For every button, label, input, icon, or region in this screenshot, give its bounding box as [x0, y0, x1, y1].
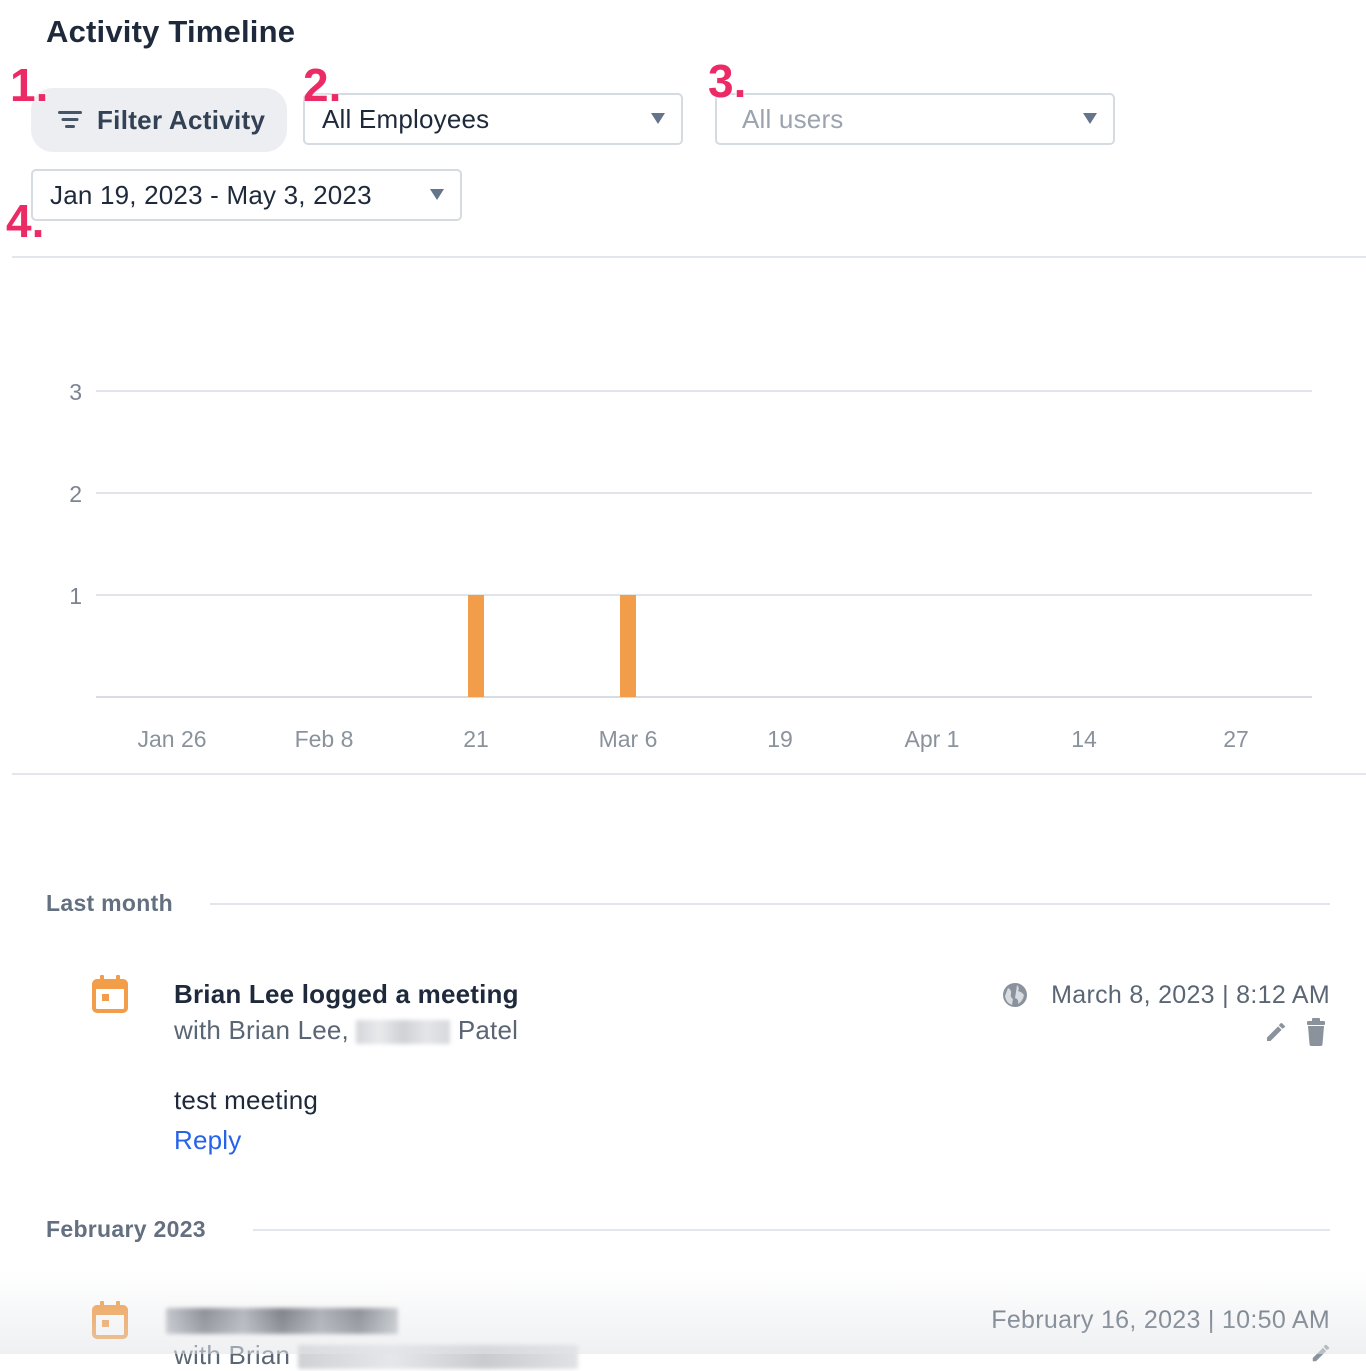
step-marker-2: 2. [303, 59, 342, 111]
x-tick-label: Feb 8 [295, 726, 354, 752]
x-tick-label: 21 [463, 726, 489, 752]
users-select[interactable]: All users [715, 93, 1115, 145]
globe-icon [1003, 983, 1027, 1007]
group-label-february-2023: February 2023 [46, 1216, 206, 1242]
x-tick-label: 19 [767, 726, 793, 752]
group-label-last-month: Last month [46, 890, 173, 916]
group-divider [210, 903, 1330, 905]
activity-timestamp: March 8, 2023 | 8:12 AM [1051, 981, 1330, 1009]
y-tick-label: 2 [69, 481, 82, 507]
attendees-prefix: with Brian [174, 1340, 291, 1370]
chevron-down-icon [430, 189, 444, 200]
reply-link[interactable]: Reply [174, 1125, 242, 1155]
chart-bar [468, 595, 484, 697]
employees-select-value: All Employees [322, 103, 490, 134]
edit-icon[interactable] [1264, 1020, 1288, 1044]
chevron-down-icon [1083, 113, 1097, 124]
filter-activity-label: Filter Activity [97, 104, 266, 135]
chart-bar [620, 595, 636, 697]
filter-icon [57, 109, 83, 131]
x-tick-label: 27 [1223, 726, 1249, 752]
x-tick-label: Mar 6 [599, 726, 658, 752]
calendar-icon [92, 1301, 128, 1339]
redacted-name [356, 1020, 451, 1045]
x-tick-label: Jan 26 [137, 726, 206, 752]
activity-title[interactable]: Brian Lee logged a meeting [174, 979, 519, 1009]
redacted-activity-title [166, 1308, 398, 1334]
activity-timestamp: February 16, 2023 | 10:50 AM [991, 1306, 1330, 1334]
attendees-suffix: Patel [457, 1015, 519, 1045]
trash-icon[interactable] [1304, 1018, 1328, 1046]
step-marker-1: 1. [10, 59, 49, 111]
attendees-prefix: with Brian Lee, [174, 1015, 349, 1045]
step-marker-4: 4. [6, 195, 45, 247]
calendar-icon [92, 975, 128, 1013]
x-tick-label: Apr 1 [905, 726, 960, 752]
page-title: Activity Timeline [46, 14, 296, 49]
chevron-down-icon [651, 113, 665, 124]
employees-select[interactable]: All Employees [303, 93, 683, 145]
edit-icon[interactable] [1310, 1342, 1332, 1364]
step-marker-3: 3. [708, 55, 747, 107]
chart-bottom-divider [12, 773, 1366, 775]
chart-top-divider [12, 256, 1366, 258]
activity-chart: 1 2 3 Jan 26 Feb 8 21 Mar 6 19 Apr 1 14 27 [69, 379, 1312, 752]
x-tick-label: 14 [1071, 726, 1097, 752]
redacted-name [297, 1345, 578, 1370]
date-range-select[interactable]: Jan 19, 2023 - May 3, 2023 [31, 169, 462, 221]
filter-activity-button[interactable]: Filter Activity [31, 88, 287, 152]
users-select-placeholder: All users [742, 103, 844, 134]
date-range-value: Jan 19, 2023 - May 3, 2023 [50, 179, 372, 210]
activity-body: test meeting [174, 1085, 319, 1115]
activity-attendees: with Brian [174, 1340, 578, 1371]
group-divider [253, 1229, 1330, 1231]
y-tick-label: 1 [69, 583, 82, 609]
activity-attendees: with Brian Lee, Patel [174, 1015, 518, 1046]
y-tick-label: 3 [69, 379, 82, 405]
